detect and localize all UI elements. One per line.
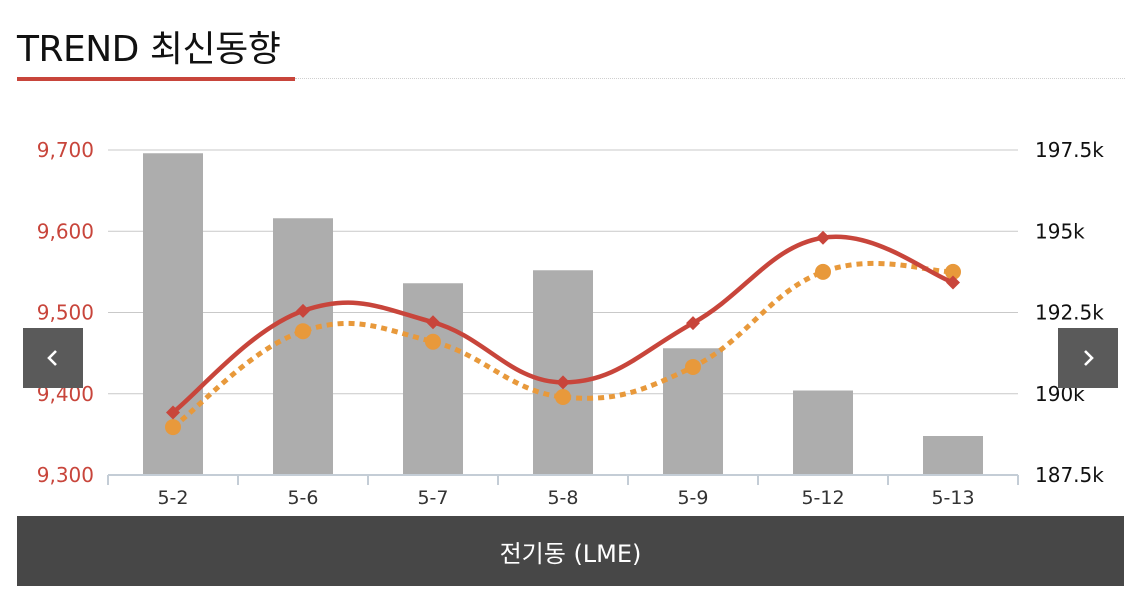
x-tick-label: 5-7 xyxy=(417,487,448,509)
x-tick-label: 5-13 xyxy=(931,487,974,509)
chevron-right-icon xyxy=(1084,350,1094,366)
x-axis xyxy=(107,474,1019,485)
right-tick-label: 197.5k xyxy=(1035,138,1104,162)
next-button[interactable] xyxy=(1058,328,1118,388)
left-tick-label: 9,300 xyxy=(37,463,94,487)
right-tick-label: 187.5k xyxy=(1035,463,1104,487)
chevron-left-icon xyxy=(47,350,57,366)
line-point xyxy=(556,375,570,390)
line-point xyxy=(686,316,700,331)
x-tick-label: 5-12 xyxy=(801,487,844,509)
x-tick-label: 5-2 xyxy=(157,487,188,509)
line-point xyxy=(685,358,701,375)
title-underline xyxy=(17,77,295,81)
line-point xyxy=(815,263,831,280)
x-tick-label: 5-8 xyxy=(547,487,578,509)
line-point xyxy=(946,275,960,290)
line-point xyxy=(165,419,181,436)
right-tick-label: 195k xyxy=(1035,219,1085,243)
left-tick-label: 9,600 xyxy=(37,219,94,243)
page-title: TREND 최신동향 xyxy=(17,29,281,70)
line-point xyxy=(295,323,311,340)
left-tick-label: 9,500 xyxy=(37,301,94,325)
line-point xyxy=(425,333,441,350)
line-point xyxy=(816,230,830,245)
x-tick-label: 5-9 xyxy=(677,487,708,509)
bar-series xyxy=(143,153,983,475)
footer-bar[interactable]: 전기동 (LME) xyxy=(17,516,1124,586)
bar xyxy=(273,218,333,475)
line-series xyxy=(165,230,961,436)
right-tick-label: 192.5k xyxy=(1035,301,1104,325)
bar xyxy=(403,283,463,475)
line-point xyxy=(296,303,310,318)
prev-button[interactable] xyxy=(23,328,83,388)
title-divider xyxy=(295,78,1125,79)
line-point xyxy=(426,315,440,330)
line-point xyxy=(945,263,961,280)
bar xyxy=(793,390,853,475)
x-tick-label: 5-6 xyxy=(287,487,318,509)
line-point xyxy=(555,389,571,405)
footer-label: 전기동 (LME) xyxy=(499,539,642,568)
left-tick-label: 9,700 xyxy=(37,138,94,162)
bar xyxy=(533,270,593,475)
line-point xyxy=(166,405,180,420)
bar xyxy=(923,436,983,475)
